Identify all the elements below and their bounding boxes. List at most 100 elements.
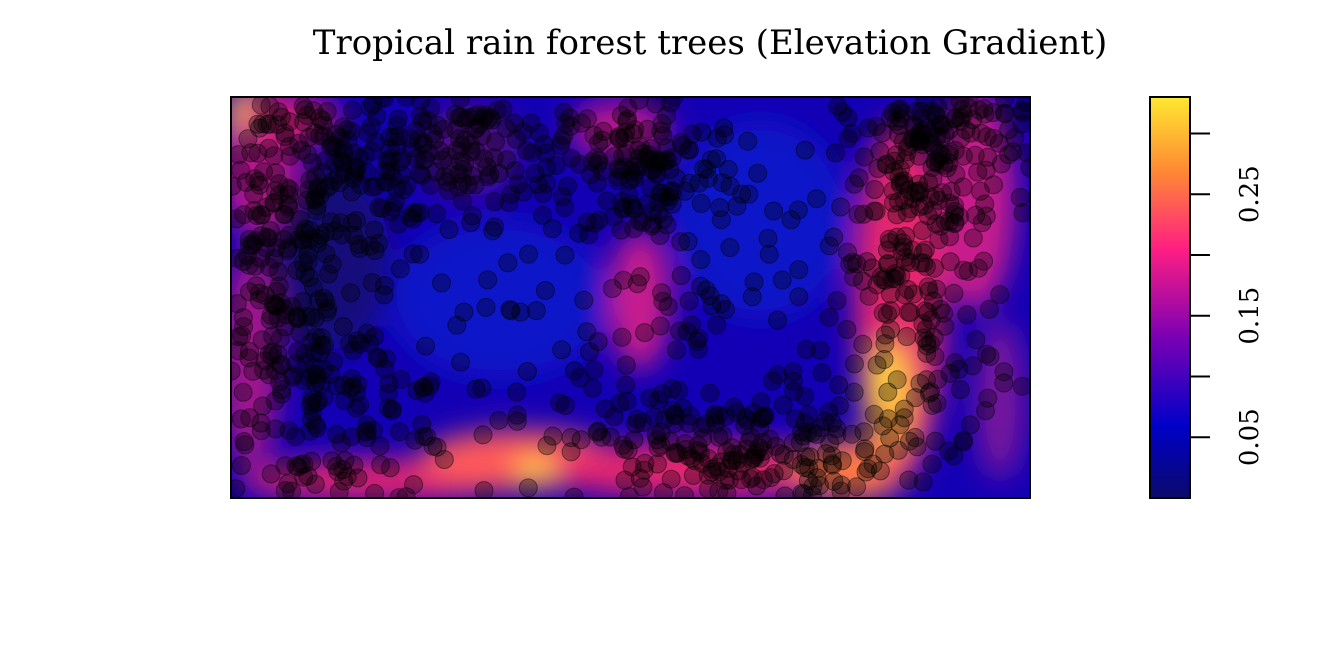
tree-point xyxy=(707,457,727,477)
tree-point xyxy=(620,170,640,190)
tree-point xyxy=(439,181,459,201)
tree-point xyxy=(271,328,290,348)
tree-point xyxy=(653,152,673,172)
tree-point xyxy=(253,114,273,134)
tree-point xyxy=(287,260,307,280)
tree-point xyxy=(995,97,1015,108)
tree-point xyxy=(309,229,329,249)
tree-point xyxy=(853,271,873,291)
tree-point xyxy=(323,136,343,155)
tree-point xyxy=(589,210,609,230)
tree-point xyxy=(341,283,361,303)
tree-point xyxy=(560,108,580,128)
tree-point xyxy=(472,126,492,146)
tree-point xyxy=(480,108,500,128)
tree-point xyxy=(719,470,739,490)
tree-point xyxy=(945,141,965,160)
tree-point xyxy=(507,382,527,402)
tree-point xyxy=(925,346,945,366)
tree-point xyxy=(867,355,887,375)
tree-point xyxy=(414,426,434,446)
tree-point xyxy=(259,257,279,277)
tree-point xyxy=(365,484,385,498)
tree-point xyxy=(904,115,924,135)
tree-point xyxy=(913,472,933,492)
tree-point xyxy=(288,308,307,328)
tree-point xyxy=(613,198,633,218)
tree-point xyxy=(794,484,814,498)
tree-point xyxy=(912,120,932,140)
tree-point xyxy=(698,465,718,485)
tree-point xyxy=(483,221,503,241)
tree-point xyxy=(363,97,383,114)
tree-point xyxy=(279,197,298,217)
tree-point xyxy=(473,425,493,445)
tree-point xyxy=(413,377,433,397)
tree-point xyxy=(933,115,953,135)
tree-point xyxy=(842,424,862,444)
tree-point xyxy=(449,107,469,127)
tree-point xyxy=(810,418,830,438)
tree-point xyxy=(334,375,354,395)
tree-point xyxy=(272,380,292,400)
tree-point xyxy=(326,137,346,157)
tree-point xyxy=(660,160,680,179)
tree-point xyxy=(484,148,504,168)
tree-point xyxy=(829,375,849,395)
tree-point xyxy=(302,451,322,471)
tree-point xyxy=(333,317,353,337)
tree-point xyxy=(724,397,744,417)
tree-point xyxy=(963,228,983,248)
tree-point xyxy=(892,103,912,123)
tree-point xyxy=(999,145,1019,165)
tree-point xyxy=(888,440,908,460)
tree-point xyxy=(819,307,839,327)
tree-point xyxy=(465,119,485,139)
tree-point xyxy=(237,246,257,265)
tree-point xyxy=(810,340,830,360)
tree-point xyxy=(910,181,929,201)
tree-point xyxy=(288,342,308,362)
tree-point xyxy=(297,106,317,125)
tree-point xyxy=(374,285,394,305)
heatmap-blob xyxy=(270,170,390,350)
tree-point xyxy=(795,458,815,477)
tree-point xyxy=(953,430,973,450)
tree-point xyxy=(299,229,319,249)
tree-point xyxy=(501,185,521,204)
tree-point xyxy=(831,481,851,498)
tree-point xyxy=(261,464,281,484)
tree-point xyxy=(922,136,942,156)
tree-point xyxy=(528,174,548,194)
tree-point xyxy=(289,229,309,249)
tree-point xyxy=(640,178,660,197)
tree-point xyxy=(462,206,482,226)
tree-point xyxy=(592,427,612,447)
tree-point xyxy=(913,314,933,334)
tree-point xyxy=(295,100,315,120)
tree-point xyxy=(294,112,314,132)
tree-point xyxy=(624,166,644,186)
tree-point xyxy=(522,143,542,163)
tree-point xyxy=(999,120,1019,140)
tree-point xyxy=(378,398,398,418)
tree-point xyxy=(298,466,318,486)
tree-point xyxy=(434,450,454,469)
tree-point xyxy=(259,344,279,364)
tree-point xyxy=(878,254,898,274)
tree-point xyxy=(940,97,960,111)
tree-point xyxy=(774,445,794,465)
tree-point xyxy=(343,376,363,396)
tree-point xyxy=(883,193,903,213)
tree-point xyxy=(618,440,638,460)
tree-point xyxy=(295,264,315,284)
tree-point xyxy=(739,432,759,452)
tree-point xyxy=(555,198,574,217)
tree-point xyxy=(961,123,981,143)
tree-point xyxy=(268,344,288,364)
tree-point xyxy=(752,408,772,428)
tree-point xyxy=(874,350,894,369)
tree-point xyxy=(968,162,988,182)
tree-point xyxy=(570,368,590,388)
tree-point xyxy=(922,157,942,177)
